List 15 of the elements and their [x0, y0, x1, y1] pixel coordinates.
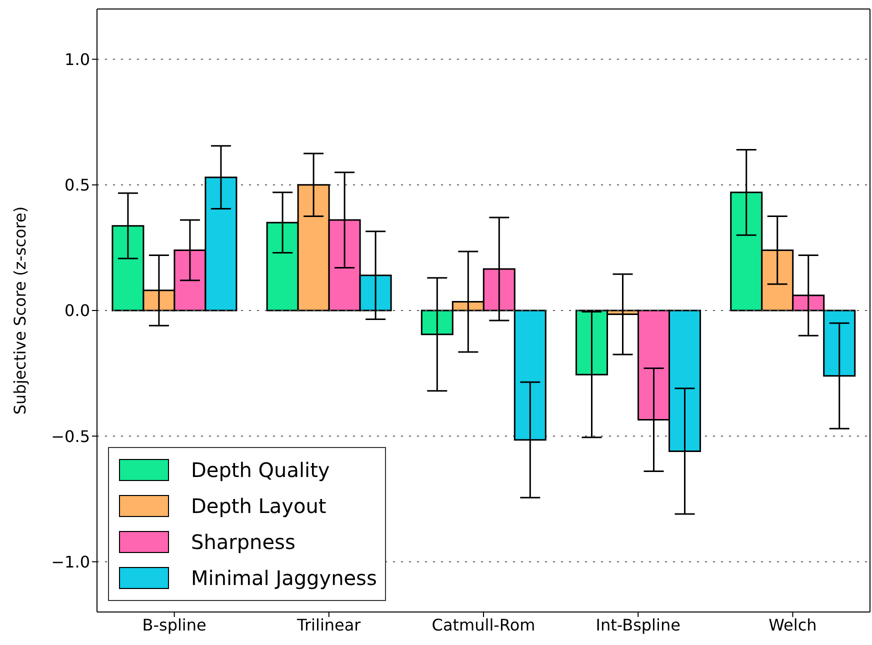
y-axis-title: Subjective Score (z-score)	[10, 206, 30, 415]
y-tick-label: −0.5	[51, 426, 90, 446]
y-tick-label: 0.5	[64, 176, 90, 195]
y-tick-label: −1.0	[51, 552, 90, 572]
y-tick-label: 1.0	[64, 50, 90, 69]
legend-label: Minimal Jaggyness	[191, 566, 377, 590]
x-tick-label: Welch	[768, 615, 817, 634]
legend-label: Depth Layout	[191, 494, 326, 518]
x-tick-label: Trilinear	[296, 615, 362, 634]
x-tick-label: Int-Bspline	[596, 615, 680, 634]
x-tick-label: Catmull-Rom	[432, 615, 536, 634]
x-tick-label: B-spline	[142, 615, 206, 634]
legend-label: Depth Quality	[191, 458, 330, 482]
legend-label: Sharpness	[191, 530, 296, 554]
y-tick-label: 0.0	[64, 301, 90, 320]
